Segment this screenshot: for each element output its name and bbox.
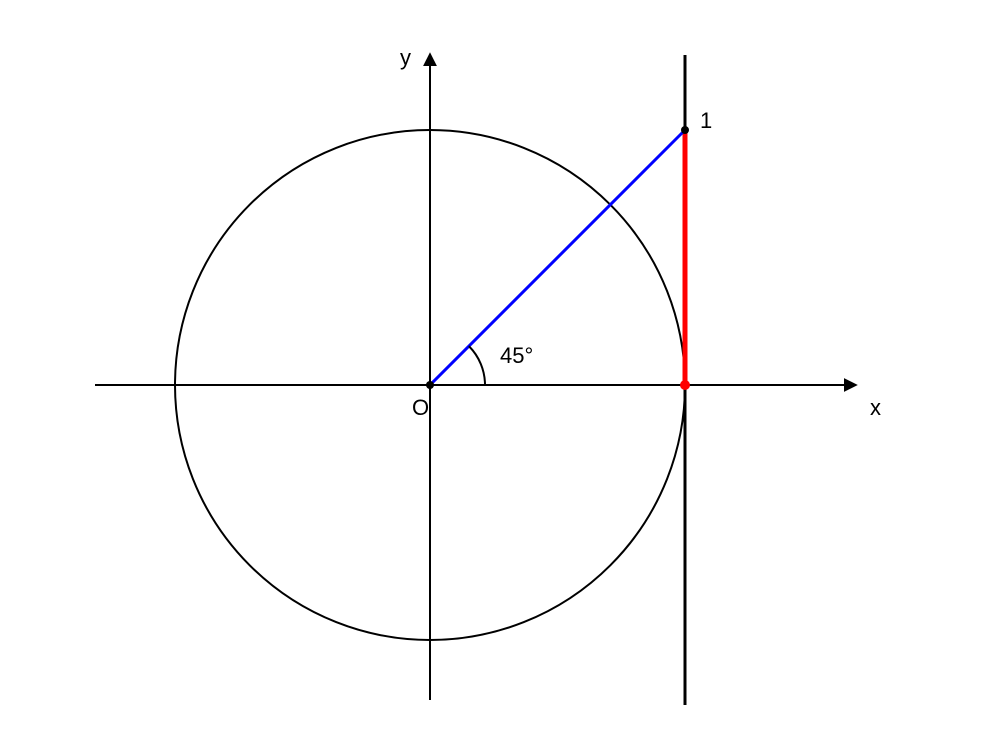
angle-arc	[469, 346, 485, 385]
origin-point	[426, 381, 434, 389]
y-axis-label: y	[400, 45, 411, 70]
tangent-value-label: 1	[700, 108, 712, 133]
unit-circle-tangent-diagram: x y 45° O 1	[0, 0, 1000, 750]
angle-label: 45°	[500, 343, 533, 368]
tangent-base-point	[680, 380, 690, 390]
origin-label: O	[412, 395, 429, 420]
x-axis-label: x	[870, 395, 881, 420]
tangent-tip-point	[681, 126, 689, 134]
